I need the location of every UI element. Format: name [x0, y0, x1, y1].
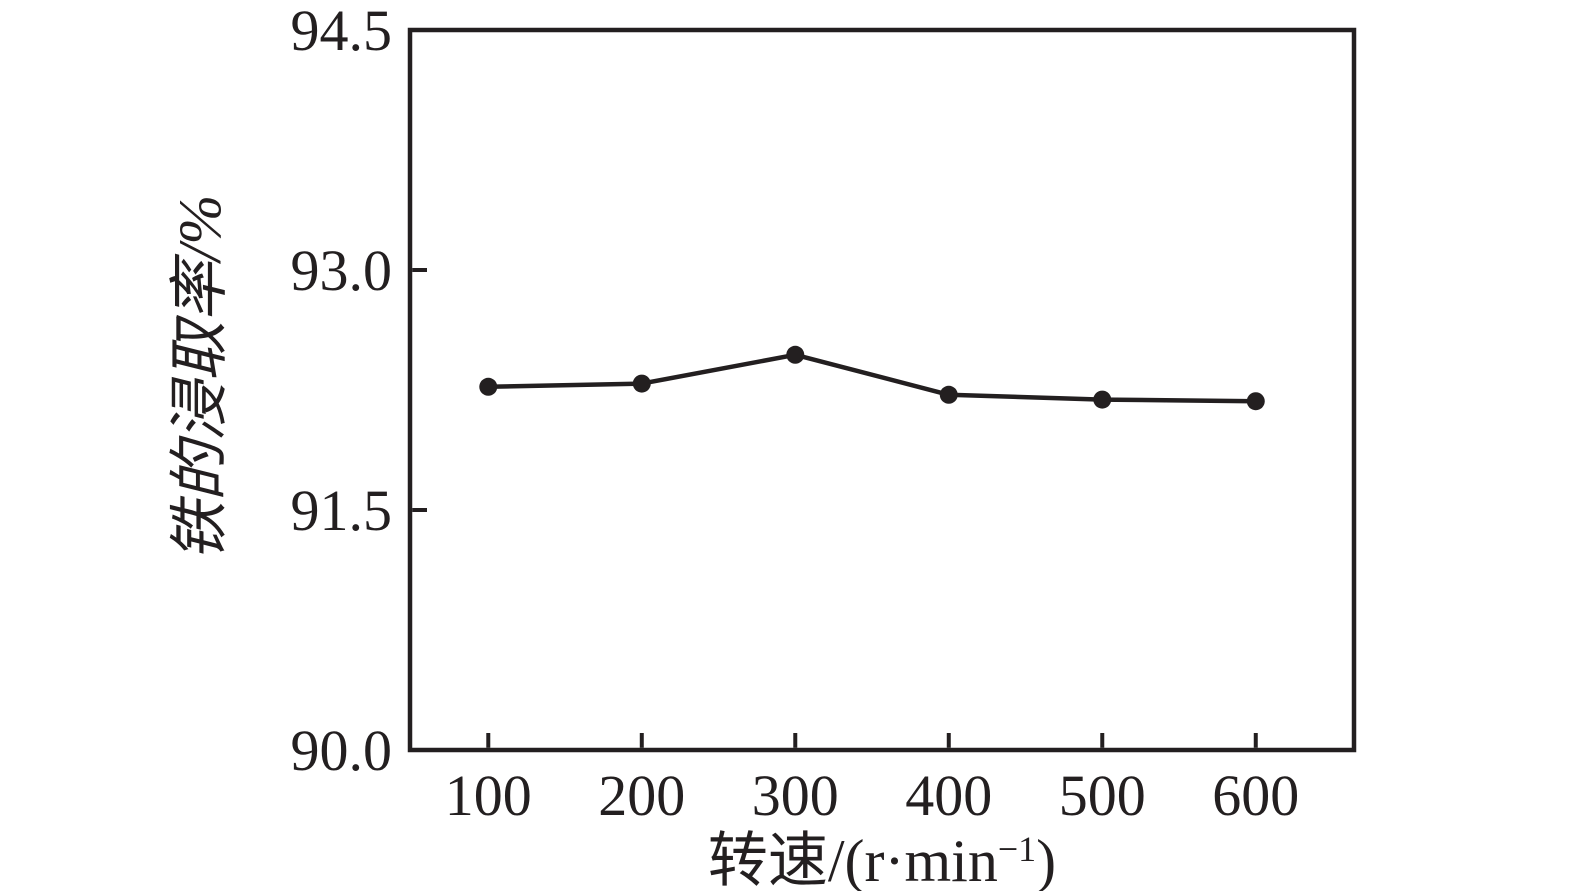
y-axis-title-text: 铁的浸取率/% [167, 194, 233, 562]
x-tick-label: 600 [1212, 763, 1299, 828]
x-tick-label: 300 [752, 763, 839, 828]
x-tick-label: 200 [598, 763, 685, 828]
y-axis-title: 铁的浸取率/% [167, 195, 233, 562]
x-axis-title: 转速/(r·min−1) [410, 816, 1354, 891]
y-tick-label: 93.0 [291, 238, 393, 303]
plot-frame [407, 27, 1357, 753]
x-tick-label: 500 [1059, 763, 1146, 828]
x-axis-title-close-paren: ) [1036, 827, 1057, 891]
data-point [479, 377, 498, 396]
data-point [632, 374, 651, 393]
data-point [1093, 390, 1112, 409]
x-axis-title-superscript: −1 [997, 829, 1037, 869]
x-tick-label: 100 [445, 763, 532, 828]
x-tick-label: 400 [905, 763, 992, 828]
x-axis-title-text: 转速/(r·min [707, 827, 998, 891]
data-point [1246, 392, 1265, 411]
y-tick-label: 90.0 [291, 718, 393, 783]
y-tick-label: 94.5 [291, 0, 393, 63]
data-line [486, 352, 1259, 404]
data-point [939, 385, 958, 404]
data-point [786, 345, 805, 364]
y-tick-label: 91.5 [291, 478, 393, 543]
